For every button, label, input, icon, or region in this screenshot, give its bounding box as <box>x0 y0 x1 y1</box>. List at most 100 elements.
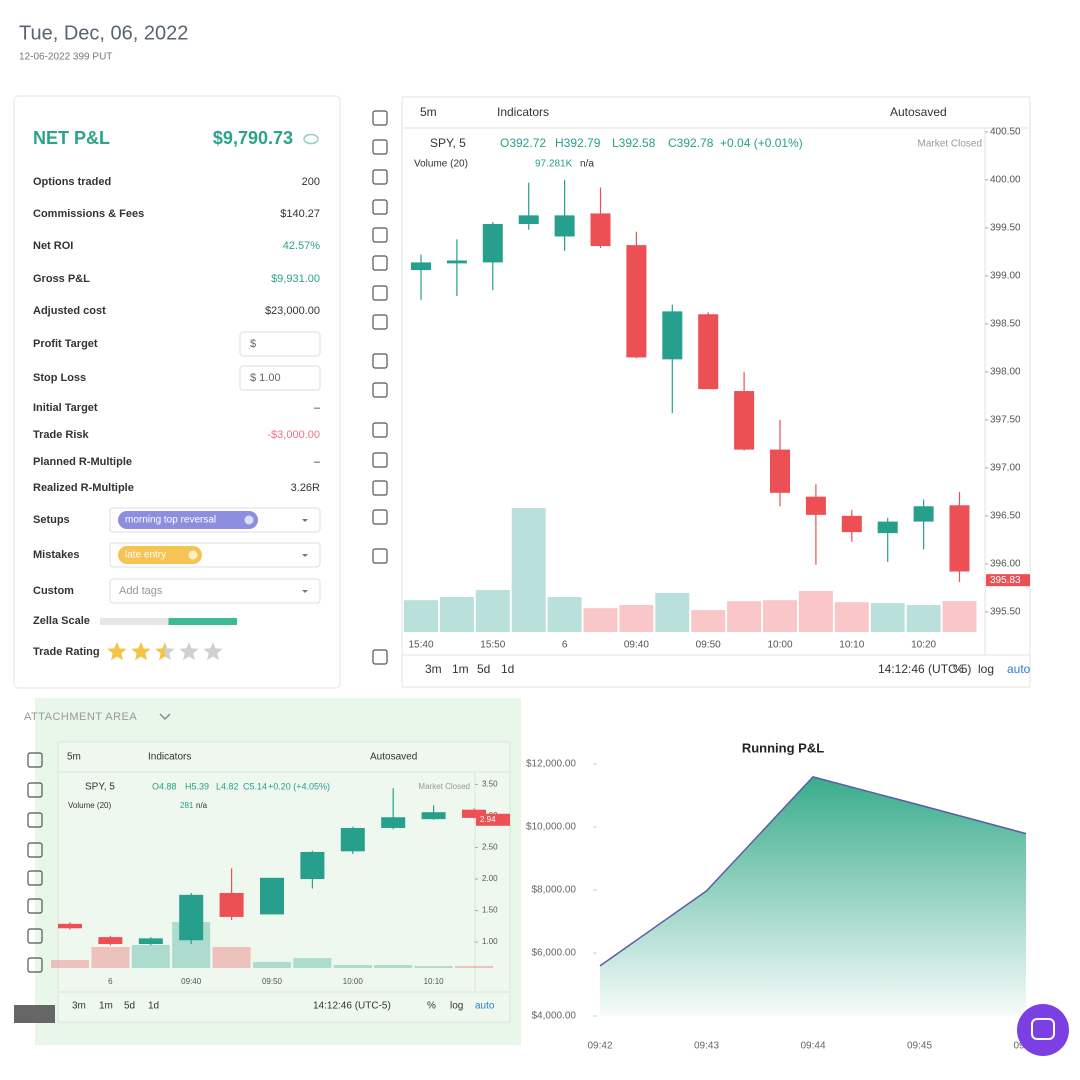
tool-icon[interactable] <box>372 649 388 665</box>
tool-icon[interactable] <box>27 898 43 914</box>
tag-remove[interactable] <box>188 550 198 560</box>
ohlc-value: C5.14 <box>243 781 267 791</box>
ohlc-value: +0.04 (+0.01%) <box>720 136 803 150</box>
eye-icon[interactable] <box>303 133 319 145</box>
ohlc-value: H392.79 <box>555 136 601 150</box>
indicators-button[interactable]: Indicators <box>148 752 191 763</box>
tool-icon[interactable] <box>27 928 43 944</box>
input-box[interactable] <box>239 365 321 391</box>
tool-icon[interactable] <box>372 314 388 330</box>
x-tick-label: 6 <box>108 977 113 986</box>
candle-body <box>138 938 163 945</box>
star-filled <box>155 642 165 661</box>
x-tick-label: 09:43 <box>694 1041 719 1052</box>
tool-icon[interactable] <box>372 452 388 468</box>
y-tick-label: 397.50 <box>990 414 1021 425</box>
scale-option[interactable]: auto <box>1007 662 1031 676</box>
scale-option[interactable]: log <box>450 1001 463 1012</box>
timeframe-button[interactable]: 1m <box>452 662 469 676</box>
stat-label: Stop Loss <box>33 372 86 384</box>
symbol[interactable]: SPY, 5 <box>430 136 466 150</box>
volume-bar <box>763 600 797 632</box>
y-tick-label: 400.00 <box>990 174 1021 185</box>
tag-select[interactable] <box>109 578 321 604</box>
tool-icon[interactable] <box>27 870 43 886</box>
timeframe-button[interactable]: 1d <box>501 662 514 676</box>
star-filled <box>131 642 151 661</box>
tool-icon[interactable] <box>27 957 43 973</box>
scale-option[interactable]: auto <box>475 1001 495 1012</box>
timeframe-button[interactable]: 5d <box>124 1001 135 1012</box>
volume-bar <box>547 597 582 632</box>
candle-body <box>219 892 244 917</box>
volume-bar <box>131 945 170 968</box>
rating-label: Trade Rating <box>33 646 100 658</box>
tool-icon[interactable] <box>372 139 388 155</box>
candle-body <box>58 923 82 929</box>
volume-bar <box>727 601 762 632</box>
candle-body <box>411 262 431 271</box>
input-value: $ 1.00 <box>250 372 281 384</box>
tag-label: Setups <box>33 514 70 526</box>
y-tick-label: $12,000.00 <box>526 759 576 770</box>
tool-icon[interactable] <box>27 752 43 768</box>
pnl-line <box>599 776 1027 967</box>
scale-option[interactable]: log <box>978 662 994 676</box>
tool-icon[interactable] <box>372 548 388 564</box>
tool-icon[interactable] <box>372 285 388 301</box>
x-tick-label: 09:44 <box>800 1041 825 1052</box>
volume-bar <box>655 592 690 632</box>
candle-body <box>626 245 647 358</box>
symbol[interactable]: SPY, 5 <box>85 782 115 793</box>
autosaved-status[interactable]: Autosaved <box>890 105 947 119</box>
x-tick-label: 09:50 <box>262 977 283 986</box>
y-tick-label: 398.50 <box>990 318 1021 329</box>
x-tick-label: 09:40 <box>181 977 202 986</box>
tag-remove[interactable] <box>244 515 254 525</box>
trade-rating-stars <box>107 642 223 661</box>
volume-bar <box>439 597 474 632</box>
timeframe-button[interactable]: 1m <box>99 1001 113 1012</box>
volume-bar <box>374 965 413 968</box>
star[interactable] <box>179 642 199 661</box>
tool-icon[interactable] <box>372 422 388 438</box>
tool-icon[interactable] <box>27 782 43 798</box>
autosaved-status[interactable]: Autosaved <box>370 752 417 763</box>
candle-body <box>949 505 970 572</box>
tool-icon[interactable] <box>372 169 388 185</box>
candle-body <box>913 506 934 522</box>
timeframe-button[interactable]: 1d <box>148 1001 159 1012</box>
pnl-panel <box>13 95 341 689</box>
volume-bar <box>293 958 332 968</box>
tool-icon[interactable] <box>27 812 43 828</box>
timeframe-button[interactable]: 5d <box>477 662 490 676</box>
tool-button[interactable] <box>14 1005 55 1023</box>
tag-text: morning top reversal <box>125 515 216 526</box>
tool-icon[interactable] <box>372 199 388 215</box>
tag-pill <box>118 546 202 564</box>
timeframe-button[interactable]: 3m <box>425 662 442 676</box>
tool-icon[interactable] <box>372 110 388 126</box>
tool-icon[interactable] <box>372 255 388 271</box>
indicators-button[interactable]: Indicators <box>497 105 549 119</box>
scale-option[interactable]: % <box>427 1001 436 1012</box>
star[interactable] <box>203 642 223 661</box>
interval-button[interactable]: 5m <box>67 752 81 763</box>
tool-icon[interactable] <box>372 382 388 398</box>
input-box[interactable] <box>239 331 321 357</box>
tool-icon[interactable] <box>372 227 388 243</box>
tool-icon[interactable] <box>372 509 388 525</box>
y-tick-label: $8,000.00 <box>532 885 577 896</box>
x-tick-label: 15:50 <box>480 640 505 651</box>
tool-icon[interactable] <box>372 353 388 369</box>
attachment-chevron[interactable] <box>159 713 171 721</box>
tag-label: Mistakes <box>33 549 79 561</box>
scale-option[interactable]: % <box>953 662 964 676</box>
pnl-value: $9,790.73 <box>213 128 293 148</box>
tool-icon[interactable] <box>27 842 43 858</box>
y-tick-label: 398.00 <box>990 366 1021 377</box>
chat-button[interactable] <box>1017 1004 1069 1056</box>
timeframe-button[interactable]: 3m <box>72 1001 86 1012</box>
interval-button[interactable]: 5m <box>420 105 437 119</box>
tool-icon[interactable] <box>372 480 388 496</box>
